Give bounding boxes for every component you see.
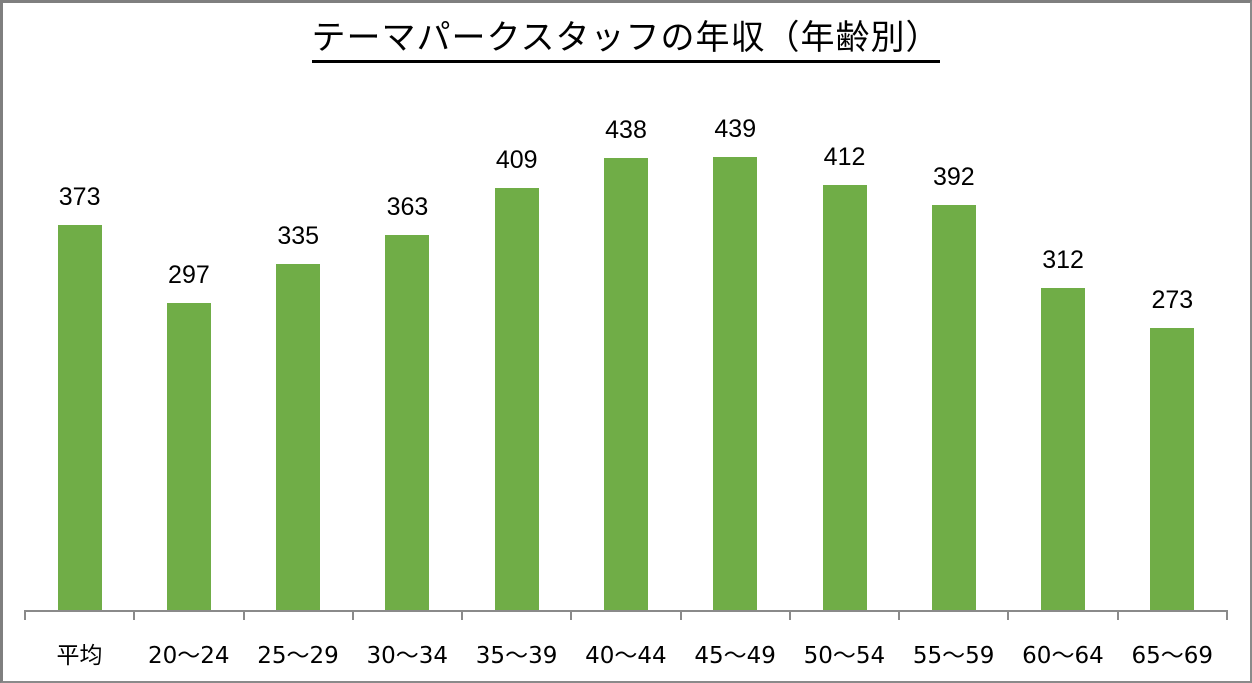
x-axis-tick bbox=[679, 610, 682, 620]
x-axis-line bbox=[25, 610, 1227, 612]
x-axis-tick bbox=[898, 610, 901, 620]
data-label: 297 bbox=[168, 261, 210, 289]
category-label: 60～64 bbox=[1022, 643, 1104, 669]
x-axis-tick bbox=[461, 610, 464, 620]
chart-title-container: テーマパークスタッフの年収（年齢別） bbox=[0, 18, 1252, 63]
data-label: 412 bbox=[823, 143, 866, 171]
category-label: 20～24 bbox=[147, 643, 230, 669]
x-axis-tick bbox=[1116, 610, 1119, 620]
data-label: 438 bbox=[605, 116, 647, 144]
bar bbox=[276, 264, 321, 610]
x-axis-tick bbox=[788, 610, 791, 620]
category-label: 65～69 bbox=[1131, 643, 1213, 669]
x-axis-tick bbox=[1007, 610, 1010, 620]
data-label: 439 bbox=[714, 115, 757, 143]
x-axis-tick bbox=[133, 610, 136, 620]
category-label: 45～49 bbox=[694, 643, 776, 669]
bar bbox=[166, 303, 211, 610]
bar bbox=[57, 225, 102, 610]
bar bbox=[494, 188, 539, 610]
x-axis-tick bbox=[351, 610, 354, 620]
data-label: 373 bbox=[58, 183, 101, 211]
category-label: 40～44 bbox=[585, 643, 667, 669]
data-label: 273 bbox=[1151, 286, 1194, 314]
category-label: 55～59 bbox=[912, 643, 995, 669]
category-label: 50～54 bbox=[803, 643, 886, 669]
bar bbox=[931, 205, 976, 610]
data-label: 392 bbox=[932, 163, 975, 191]
category-label: 35～39 bbox=[475, 643, 558, 669]
bar bbox=[713, 157, 758, 610]
category-label: 平均 bbox=[56, 643, 103, 669]
bar bbox=[604, 158, 648, 610]
chart-title: テーマパークスタッフの年収（年齢別） bbox=[311, 18, 941, 63]
x-axis-tick bbox=[570, 610, 573, 620]
bar bbox=[822, 185, 867, 610]
bar bbox=[1041, 288, 1086, 610]
x-axis-tick bbox=[24, 610, 26, 620]
category-label: 30～34 bbox=[366, 643, 449, 669]
x-axis-tick bbox=[242, 610, 245, 620]
data-label: 312 bbox=[1042, 246, 1084, 274]
data-label: 335 bbox=[277, 222, 320, 250]
data-label: 409 bbox=[495, 146, 538, 174]
category-label: 25～29 bbox=[257, 643, 339, 669]
x-axis-tick bbox=[1226, 610, 1228, 620]
data-label: 363 bbox=[386, 193, 429, 221]
bar bbox=[1150, 328, 1195, 610]
bar bbox=[385, 235, 430, 610]
